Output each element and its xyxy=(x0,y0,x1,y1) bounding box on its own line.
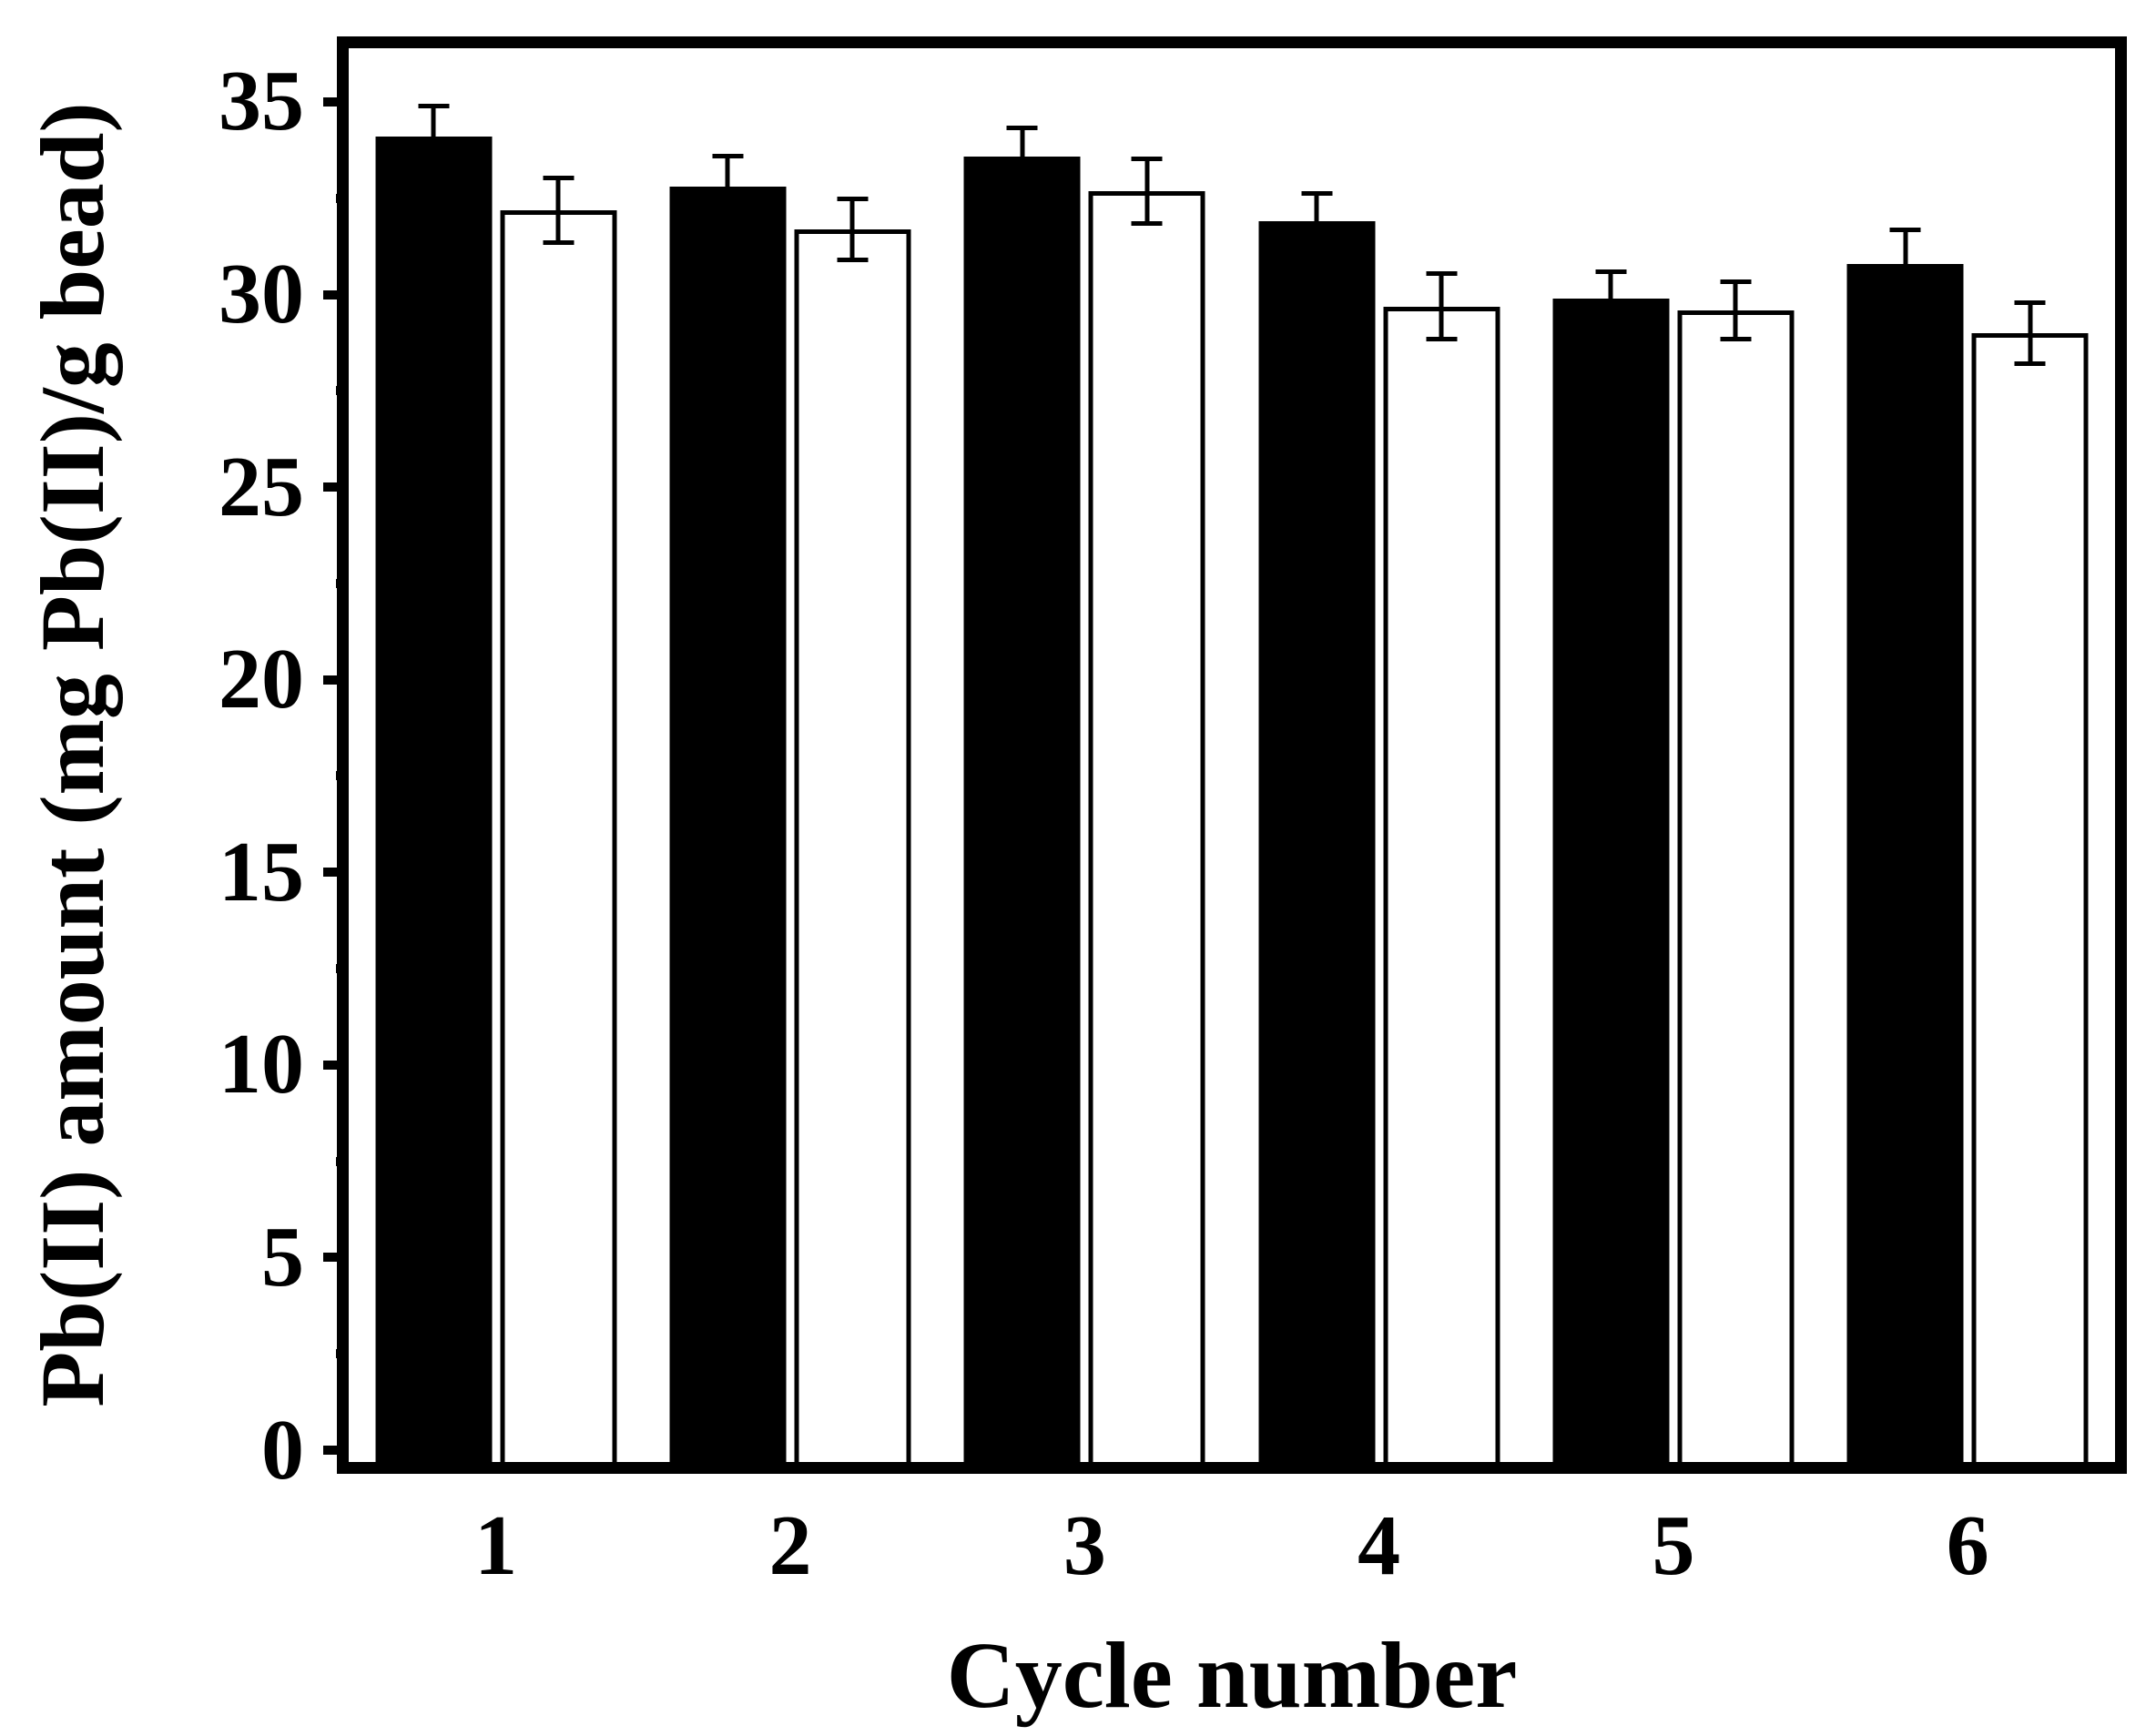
bar-filled-cycle-5 xyxy=(1552,299,1670,1462)
bar-filled-cycle-3 xyxy=(963,156,1081,1462)
bar-open-cycle-4 xyxy=(1383,306,1500,1462)
bar-pair xyxy=(1258,48,1500,1462)
error-bar xyxy=(431,104,436,170)
bar-filled-cycle-1 xyxy=(375,137,493,1462)
x-tick-label: 1 xyxy=(474,1498,518,1593)
error-bar xyxy=(1439,271,1444,341)
y-minor-tick xyxy=(336,1349,349,1359)
error-bar xyxy=(1608,269,1613,328)
bar-open-cycle-1 xyxy=(500,209,617,1462)
bar-pair xyxy=(1846,48,2089,1462)
y-tick-label: 35 xyxy=(219,54,304,149)
bar-pair xyxy=(963,48,1205,1462)
x-tick-label: 3 xyxy=(1063,1498,1106,1593)
error-bar xyxy=(555,175,561,245)
y-major-tick xyxy=(323,1060,349,1070)
cycle-group-2: 2 xyxy=(643,48,937,1589)
x-tick-label: 4 xyxy=(1358,1498,1401,1593)
bar-filled-cycle-6 xyxy=(1846,263,1964,1462)
error-bar xyxy=(1144,156,1150,226)
x-tick-label: 5 xyxy=(1652,1498,1695,1593)
bar-filled-cycle-2 xyxy=(669,187,787,1462)
y-tick-label: 25 xyxy=(219,439,304,534)
cycle-group-6: 6 xyxy=(1821,48,2115,1589)
error-bar xyxy=(2028,300,2033,367)
y-major-tick xyxy=(323,675,349,685)
cycle-group-3: 3 xyxy=(938,48,1232,1589)
y-tick-label: 20 xyxy=(219,632,304,727)
y-tick-label: 10 xyxy=(219,1017,304,1112)
x-axis-title: Cycle number xyxy=(946,1623,1518,1728)
error-bar xyxy=(849,196,855,262)
cycle-group-1: 1 xyxy=(349,48,643,1589)
y-tick-label: 15 xyxy=(219,824,304,919)
bar-open-cycle-2 xyxy=(794,228,911,1462)
error-bar xyxy=(725,154,730,220)
bar-open-cycle-5 xyxy=(1677,310,1795,1462)
y-minor-tick xyxy=(336,386,349,396)
y-tick-label: 0 xyxy=(261,1402,304,1497)
x-tick-label: 2 xyxy=(768,1498,812,1593)
y-tick-label: 5 xyxy=(261,1209,304,1305)
y-major-tick xyxy=(323,1253,349,1263)
y-major-tick xyxy=(323,868,349,878)
error-bar xyxy=(1314,190,1319,253)
bar-open-cycle-3 xyxy=(1088,190,1205,1462)
bar-open-cycle-6 xyxy=(1971,333,2089,1462)
bar-pair xyxy=(375,48,617,1462)
y-tick-label: 30 xyxy=(219,247,304,342)
y-minor-tick xyxy=(336,771,349,781)
bar-pair xyxy=(669,48,911,1462)
error-bar xyxy=(1733,279,1738,341)
x-tick-label: 6 xyxy=(1946,1498,1989,1593)
y-minor-tick xyxy=(336,193,349,203)
y-major-tick xyxy=(323,1446,349,1455)
y-major-tick xyxy=(323,96,349,107)
y-major-tick xyxy=(323,289,349,299)
error-bar xyxy=(1020,125,1025,188)
error-bar xyxy=(1903,227,1908,301)
cycle-group-4: 4 xyxy=(1232,48,1526,1589)
y-minor-tick xyxy=(336,964,349,974)
y-minor-tick xyxy=(336,578,349,588)
cycle-group-5: 5 xyxy=(1526,48,1820,1589)
y-minor-tick xyxy=(336,1156,349,1166)
y-major-tick xyxy=(323,482,349,492)
bar-pair xyxy=(1552,48,1795,1462)
bar-filled-cycle-4 xyxy=(1258,221,1376,1462)
